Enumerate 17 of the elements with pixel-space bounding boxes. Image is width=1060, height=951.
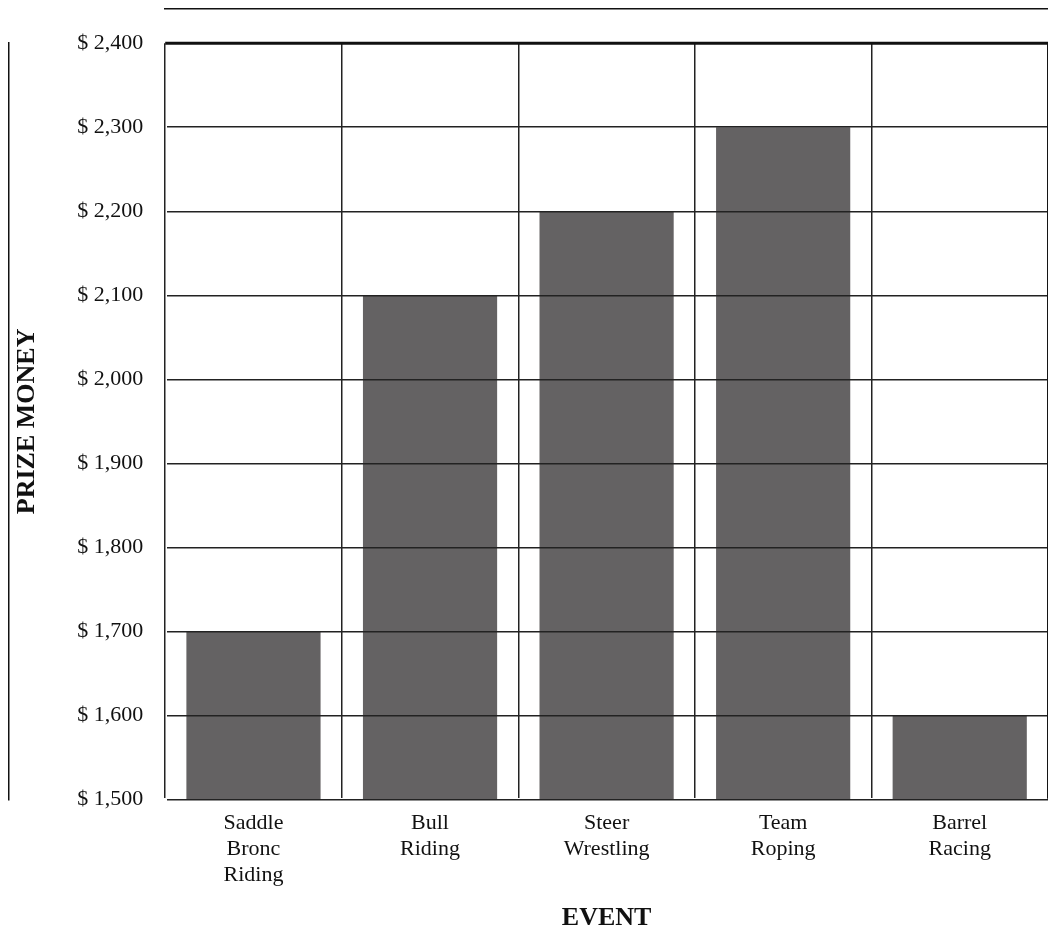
y-tick-label: $ 1,700 [77, 617, 144, 643]
y-axis-title: PRIZE MONEY [11, 328, 41, 515]
y-tick-label: $ 2,100 [77, 281, 144, 307]
y-tick-label: $ 2,200 [77, 197, 144, 223]
y-tick-label: $ 1,500 [77, 785, 144, 811]
x-tick-label: Barrel Racing [928, 808, 991, 860]
y-tick-label: $ 2,400 [77, 28, 144, 54]
x-tick-label: Steer Wrestling [563, 808, 650, 860]
x-tick-label: Saddle Bronc Riding [223, 808, 284, 887]
x-tick-label: Team Roping [750, 808, 816, 860]
x-axis-title: EVENT [561, 902, 652, 932]
x-tick-label: Bull Riding [400, 808, 460, 860]
y-tick-label: $ 2,000 [77, 365, 144, 391]
y-tick-label: $ 2,300 [77, 113, 144, 139]
y-tick-label: $ 1,800 [77, 533, 144, 559]
y-tick-label: $ 1,600 [77, 701, 144, 727]
y-tick-label: $ 1,900 [77, 449, 144, 475]
